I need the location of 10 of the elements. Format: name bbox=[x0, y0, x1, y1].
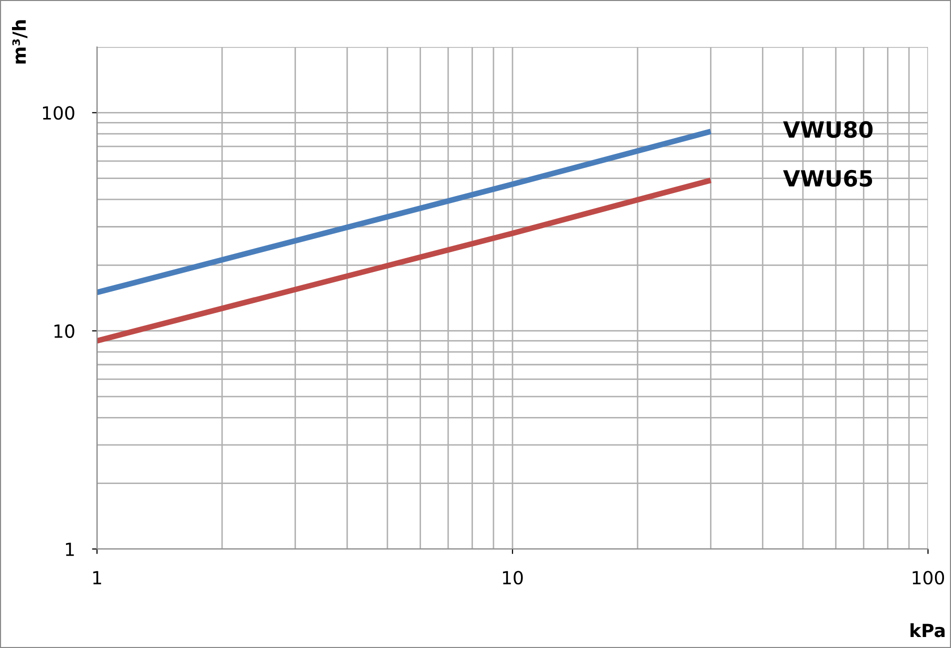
x-tick-label: 100 bbox=[912, 570, 944, 585]
x-tick-label: 10 bbox=[502, 570, 523, 585]
text: VWU80 bbox=[783, 121, 873, 138]
x-tick-label: 1 bbox=[93, 571, 102, 584]
text: VWU65 bbox=[783, 170, 872, 187]
y-axis-title: m³/h bbox=[12, 20, 28, 64]
y-tick-label: 1 bbox=[66, 542, 74, 556]
y-tick-label: 10 bbox=[54, 324, 74, 338]
y-tick-label: 100 bbox=[42, 106, 74, 120]
x-axis-title: kPa bbox=[910, 623, 945, 638]
